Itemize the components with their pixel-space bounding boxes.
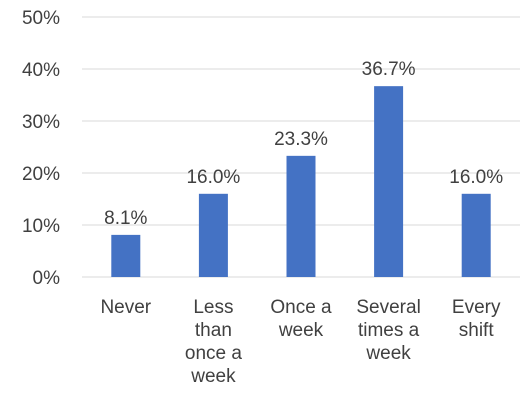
bar	[198, 193, 228, 277]
category-label-line: Several	[356, 297, 420, 318]
category-label: Once a week	[270, 297, 332, 341]
category-label-line: Once a	[270, 297, 332, 318]
y-tick-label: 40%	[22, 60, 60, 81]
bar	[374, 86, 404, 277]
category-label-line: times a	[358, 320, 420, 341]
y-tick-label: 20%	[22, 164, 60, 185]
category-label-line: week	[365, 343, 411, 364]
category-label-line: Every	[452, 297, 501, 318]
y-tick-label: 0%	[33, 268, 61, 289]
y-tick-label: 50%	[22, 8, 60, 29]
y-tick-label: 10%	[22, 216, 60, 237]
category-label-line: Never	[100, 297, 151, 318]
bar	[461, 193, 491, 277]
category-label: Never	[100, 297, 151, 318]
bar	[286, 155, 316, 277]
category-label-line: week	[190, 366, 236, 387]
category-label-line: than	[195, 320, 232, 341]
data-label: 23.3%	[274, 129, 328, 150]
data-label: 8.1%	[104, 208, 147, 229]
category-label-line: once a	[185, 343, 242, 364]
bars	[111, 86, 491, 277]
category-label-line: shift	[459, 320, 495, 341]
category-label: Less than once a week	[185, 297, 242, 387]
category-label: Every shift	[452, 297, 501, 341]
category-label-line: week	[278, 320, 324, 341]
data-labels: 8.1% 16.0% 23.3% 36.7% 16.0%	[104, 59, 503, 229]
bar	[111, 234, 141, 277]
y-axis-tick-labels: 0% 10% 20% 30% 40% 50%	[22, 8, 60, 289]
category-label: Several times a week	[356, 297, 420, 364]
y-tick-label: 30%	[22, 112, 60, 133]
data-label: 36.7%	[362, 59, 416, 80]
data-label: 16.0%	[186, 167, 240, 188]
data-label: 16.0%	[449, 167, 503, 188]
category-label-line: Less	[193, 297, 233, 318]
